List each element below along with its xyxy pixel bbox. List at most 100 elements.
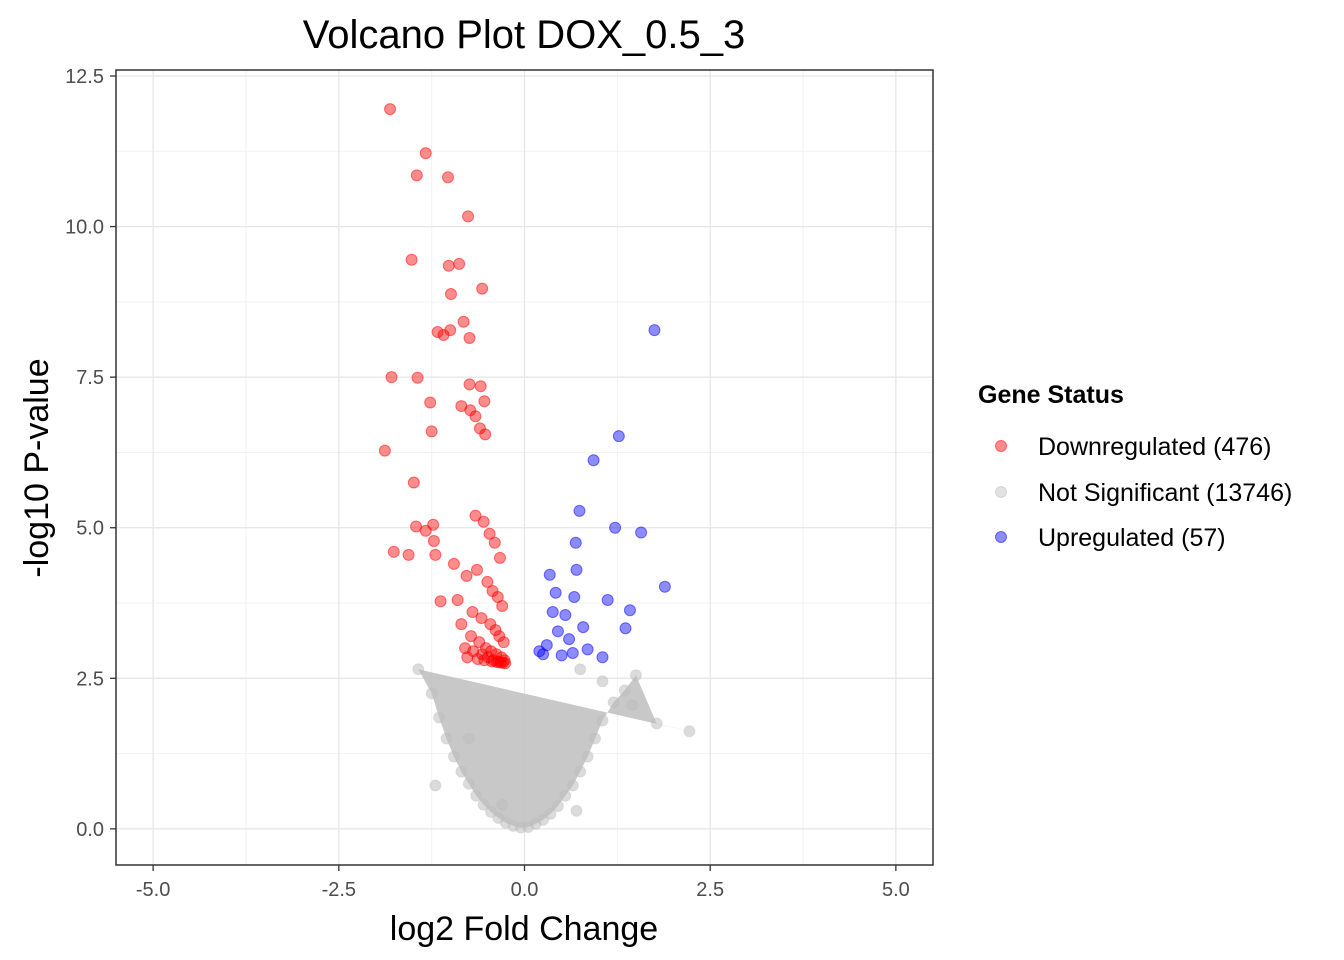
downregulated-point — [425, 425, 438, 438]
not-significant-point — [629, 669, 642, 682]
downregulated-point — [451, 594, 464, 606]
not-significant-point — [425, 687, 438, 700]
downregulated-point — [419, 147, 432, 160]
downregulated-point — [474, 380, 487, 393]
not-significant-point — [429, 779, 442, 792]
downregulated-point — [463, 378, 476, 391]
downregulated-point — [463, 332, 476, 345]
upregulated-point — [587, 454, 600, 467]
legend-title: Gene Status — [978, 381, 1124, 409]
downregulated-point — [444, 288, 457, 301]
upregulated-point — [559, 609, 572, 622]
upregulated-point — [573, 504, 586, 517]
downregulated-point — [494, 656, 507, 669]
not-significant-point — [626, 699, 639, 712]
downregulated-point — [462, 210, 475, 223]
upregulated-point — [635, 526, 648, 539]
not-significant-point — [447, 750, 460, 763]
not-significant-point — [412, 663, 425, 676]
downregulated-point — [427, 534, 440, 547]
upregulated-point — [581, 643, 594, 656]
downregulated-point — [429, 548, 442, 561]
not-significant-point — [574, 765, 587, 778]
not-significant-points — [418, 669, 690, 828]
x-axis-title: log2 Fold Change — [390, 910, 658, 948]
upregulated-point — [566, 647, 579, 659]
not-significant-point — [551, 799, 564, 812]
upregulated-point — [569, 536, 582, 549]
downregulated-point — [493, 630, 506, 643]
legend-label-not-significant: Not Significant (13746) — [1038, 479, 1292, 507]
upregulated-point — [546, 606, 559, 619]
not-significant-point — [650, 717, 663, 730]
not-significant-point — [470, 789, 483, 802]
downregulated-point — [461, 651, 474, 664]
downregulated-point — [479, 428, 492, 441]
upregulated-point — [537, 648, 550, 661]
upregulated-point — [612, 430, 625, 443]
downregulated-point — [453, 257, 466, 270]
not-significant-point — [574, 663, 587, 676]
not-significant-density — [418, 669, 690, 828]
not-significant-point — [537, 813, 550, 826]
legend-label-downregulated: Downregulated (476) — [1038, 433, 1271, 461]
x-tick-label: 2.5 — [696, 879, 724, 901]
downregulated-point — [442, 259, 455, 272]
downregulated-point — [465, 630, 478, 643]
upregulated-point — [555, 649, 568, 662]
downregulated-point — [424, 396, 437, 409]
upregulated-point — [549, 586, 562, 599]
chart-title: Volcano Plot DOX_0.5_3 — [303, 13, 746, 57]
downregulated-point — [478, 395, 491, 408]
downregulated-point — [476, 282, 489, 295]
upregulated-point — [563, 633, 576, 646]
not-significant-point — [440, 732, 453, 745]
downregulated-point — [444, 324, 457, 337]
not-significant-point — [581, 750, 594, 763]
upregulated-point — [570, 563, 583, 576]
downregulated-point — [378, 444, 391, 457]
x-tick-label: -5.0 — [136, 879, 170, 901]
y-tick-label: 0.0 — [76, 819, 104, 841]
downregulated-point — [427, 518, 440, 531]
downregulated-point — [441, 171, 454, 184]
downregulated-point — [481, 575, 494, 588]
upregulated-point — [619, 622, 632, 635]
downregulated-point — [431, 325, 444, 338]
downregulated-point — [496, 600, 509, 613]
legend-key-upregulated — [995, 531, 1007, 543]
downregulated-point — [475, 612, 488, 625]
legend-key-downregulated — [995, 440, 1007, 452]
y-tick-label: 2.5 — [76, 668, 104, 690]
y-tick-label: 5.0 — [76, 518, 104, 540]
downregulated-point — [457, 315, 470, 328]
downregulated-point — [405, 253, 418, 266]
legend-label-upregulated: Upregulated (57) — [1038, 524, 1226, 552]
not-significant-point — [589, 732, 602, 745]
downregulated-point — [434, 595, 447, 608]
downregulated-point — [407, 476, 420, 489]
upregulated-point — [609, 521, 622, 534]
x-tick-label: 5.0 — [882, 879, 910, 901]
downregulated-point — [460, 569, 473, 582]
not-significant-point — [596, 714, 609, 727]
legend-keys — [995, 440, 1007, 543]
downregulated-point — [402, 548, 415, 561]
not-significant-point — [462, 777, 475, 790]
upregulated-point — [543, 568, 556, 581]
downregulated-point — [488, 536, 501, 549]
not-significant-point — [618, 684, 631, 697]
downregulated-point — [437, 329, 450, 341]
downregulated-point — [385, 371, 398, 384]
downregulated-point — [410, 169, 423, 182]
downregulated-point — [469, 509, 482, 522]
not-significant-point — [455, 765, 468, 778]
upregulated-point — [596, 651, 609, 664]
not-significant-point — [485, 806, 498, 818]
y-tick-label: 10.0 — [65, 217, 104, 239]
upregulated-point — [551, 625, 564, 638]
data-points — [378, 103, 696, 834]
upregulated-point — [648, 324, 661, 337]
upregulated-point — [568, 590, 581, 603]
